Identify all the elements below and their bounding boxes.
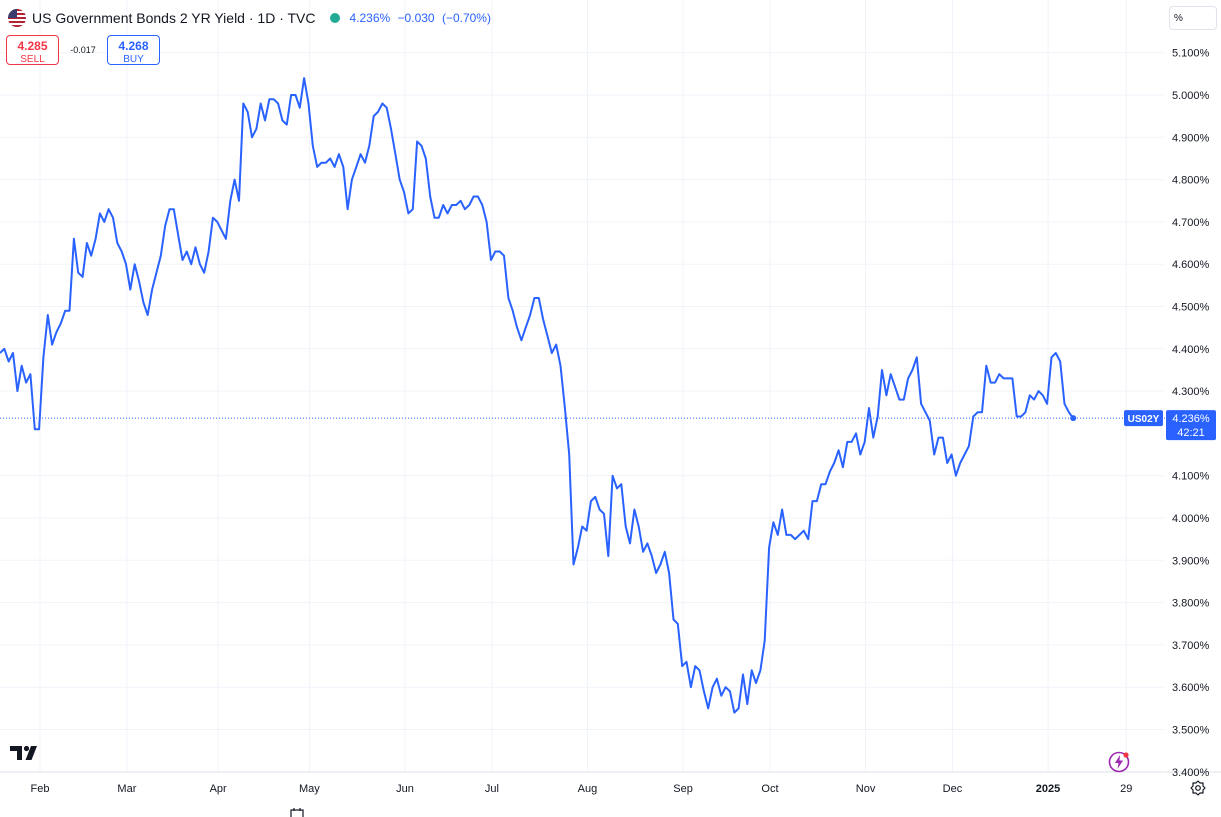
y-tick-label: 3.500%	[1172, 725, 1210, 737]
tradingview-logo-icon[interactable]	[10, 744, 44, 765]
last-price: 4.236%	[349, 11, 391, 25]
buy-button[interactable]: 4.268 BUY	[107, 35, 160, 65]
y-tick-label: 4.000%	[1172, 513, 1210, 525]
x-tick-label: Nov	[856, 783, 876, 795]
x-tick-label: 29	[1120, 783, 1132, 795]
trade-panel: 4.285 SELL -0.017 4.268 BUY	[6, 35, 160, 65]
y-tick-label: 3.900%	[1172, 555, 1210, 567]
calendar-icon[interactable]	[289, 808, 305, 817]
symbol-header: US Government Bonds 2 YR Yield · 1D · TV…	[8, 8, 495, 28]
price-change-percent: (−0.70%)	[441, 11, 491, 25]
market-status-icon[interactable]	[329, 13, 340, 23]
y-tick-label: 4.400%	[1172, 344, 1210, 356]
sell-button[interactable]: 4.285 SELL	[6, 35, 59, 65]
x-tick-label: Oct	[761, 783, 778, 795]
sell-label: SELL	[20, 54, 45, 65]
y-tick-label: 4.300%	[1172, 386, 1210, 398]
x-tick-label: Aug	[578, 783, 598, 795]
buy-label: BUY	[123, 54, 144, 65]
x-tick-label: May	[299, 783, 320, 795]
x-tick-label: Sep	[673, 783, 693, 795]
symbol-tag[interactable]	[1124, 410, 1163, 427]
symbol-title[interactable]: US Government Bonds 2 YR Yield · 1D · TV…	[32, 10, 316, 26]
y-tick-label: 4.500%	[1172, 302, 1210, 314]
x-tick-label: Jul	[485, 783, 499, 795]
us-flag-icon	[8, 9, 26, 27]
spread-value: -0.017	[70, 45, 96, 55]
price-change: −0.030	[397, 11, 435, 25]
scale-unit-button[interactable]: %	[1169, 6, 1217, 30]
x-tick-label: Jun	[396, 783, 414, 795]
symbol-tag-label: US02Y	[1128, 414, 1160, 425]
x-tick-label: Apr	[210, 783, 227, 795]
x-tick-label: Mar	[117, 783, 136, 795]
last-price-value: 4.236%	[1172, 413, 1210, 425]
series-line-us02y	[0, 77, 1075, 714]
sell-price: 4.285	[17, 39, 48, 53]
bar-countdown: 42:21	[1177, 427, 1205, 439]
buy-price: 4.268	[118, 39, 149, 53]
quote-values: 4.236% −0.030 (−0.70%)	[350, 11, 495, 25]
y-tick-label: 5.000%	[1172, 90, 1210, 102]
x-tick-label: 2025	[1036, 783, 1060, 795]
y-tick-label: 3.700%	[1172, 640, 1210, 652]
x-tick-label: Feb	[31, 783, 50, 795]
last-price-label[interactable]	[1166, 410, 1216, 441]
lightning-icon[interactable]	[1107, 750, 1131, 774]
y-tick-label: 4.600%	[1172, 259, 1210, 271]
y-tick-label: 3.600%	[1172, 682, 1210, 694]
x-tick-label: Dec	[943, 783, 963, 795]
y-tick-label: 4.900%	[1172, 132, 1210, 144]
gear-icon[interactable]	[1190, 780, 1206, 796]
y-tick-label: 3.400%	[1172, 767, 1210, 779]
y-tick-label: 5.100%	[1172, 48, 1210, 60]
y-tick-label: 4.100%	[1172, 471, 1210, 483]
y-tick-label: 3.800%	[1172, 598, 1210, 610]
y-tick-label: 4.700%	[1172, 217, 1210, 229]
y-tick-label: 4.800%	[1172, 175, 1210, 187]
last-point-marker	[1070, 415, 1077, 422]
